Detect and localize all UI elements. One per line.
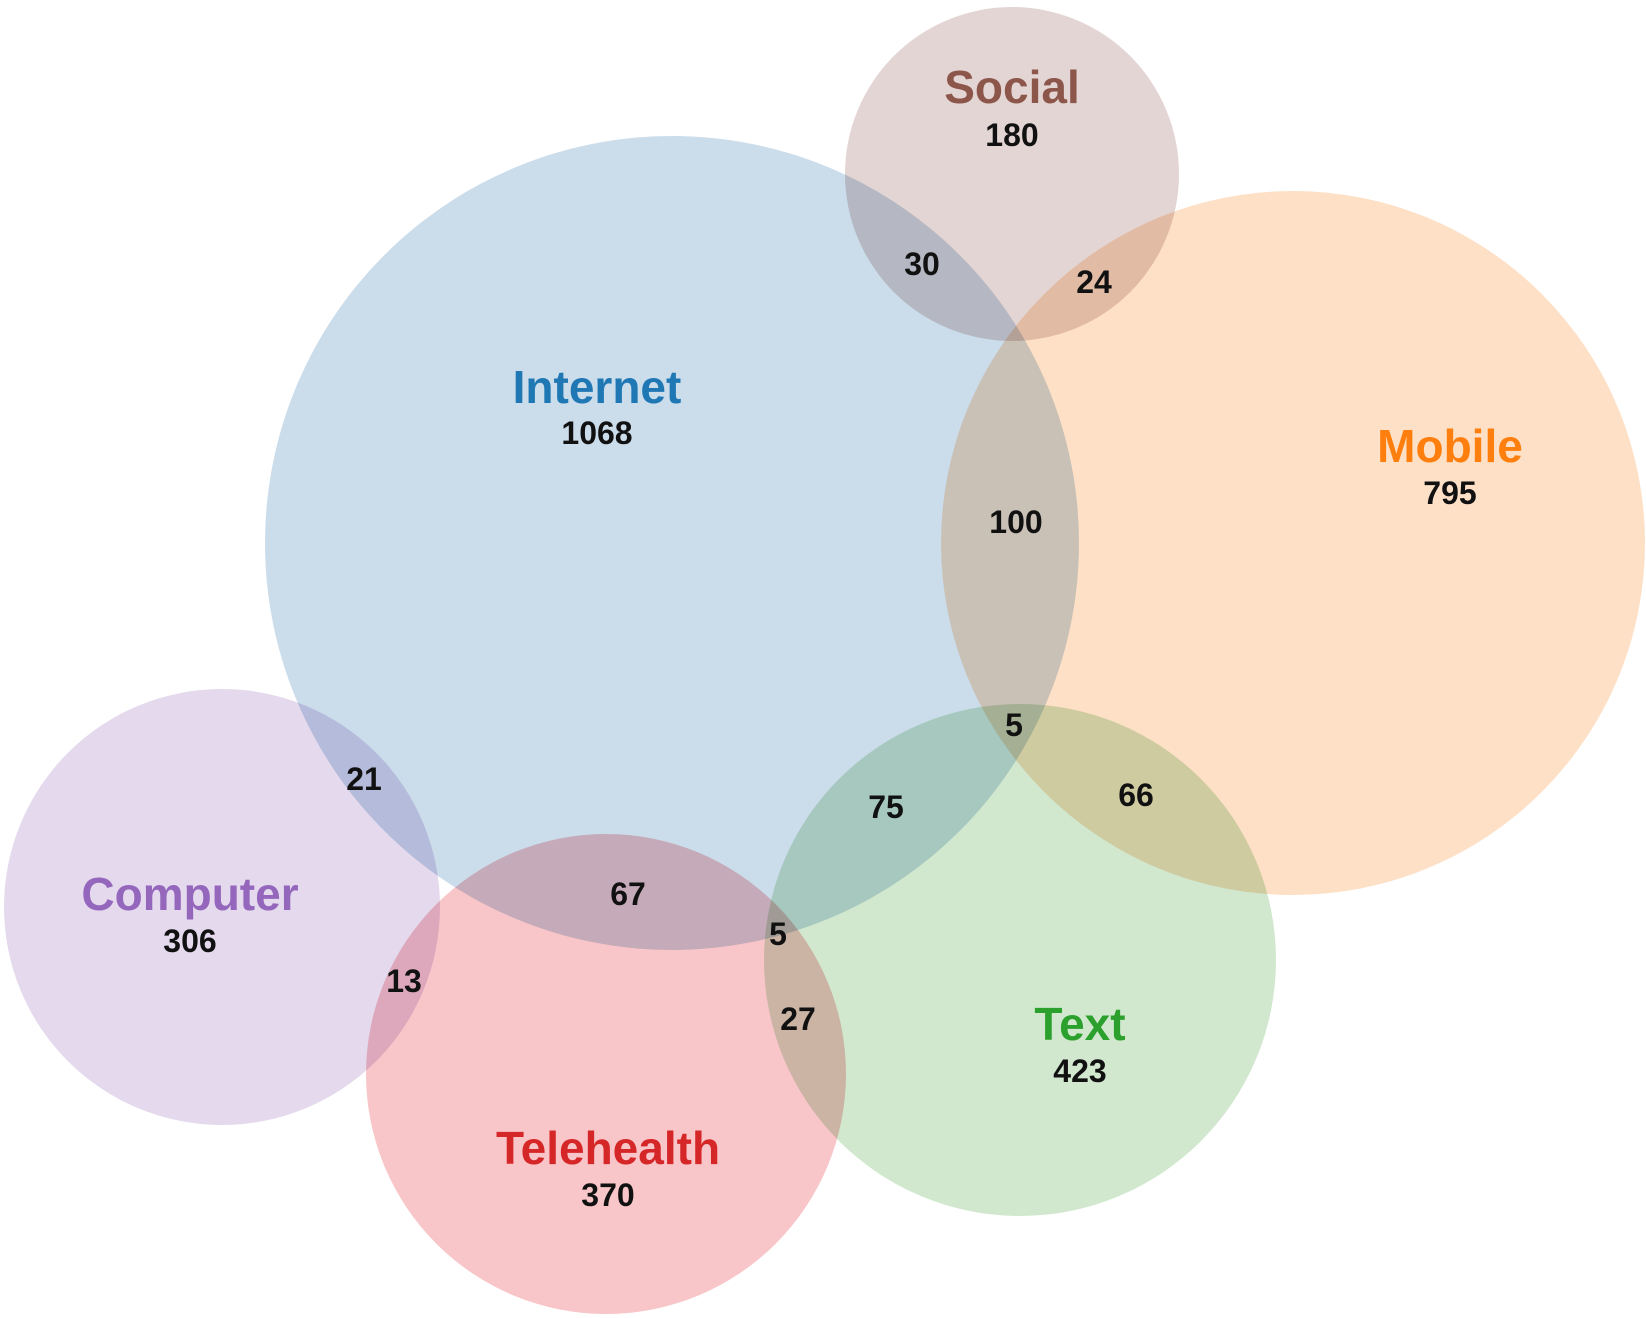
text-set-label: Text	[1034, 998, 1125, 1050]
telehealth-circle	[366, 834, 846, 1314]
mobile-circle	[941, 191, 1645, 895]
social-circle	[845, 7, 1179, 341]
telehealth-set-count: 370	[581, 1177, 634, 1213]
overlap-internet-telehealth-count: 67	[610, 876, 646, 912]
overlap-mobile-text-count: 66	[1118, 777, 1154, 813]
overlap-internet-social-count: 30	[904, 246, 940, 282]
computer-set-label: Computer	[81, 868, 298, 920]
overlap-internet-text-count: 75	[868, 789, 904, 825]
computer-set-count: 306	[163, 923, 216, 959]
social-set-label: Social	[944, 61, 1080, 113]
internet-set-label: Internet	[513, 361, 682, 413]
text-circle	[764, 704, 1276, 1216]
computer-circle	[4, 689, 440, 1125]
mobile-set-count: 795	[1423, 475, 1476, 511]
social-set-count: 180	[985, 117, 1038, 153]
venn-overlap-labels: 30 24 100 5 75 66 21 67 5 13 27	[346, 246, 1154, 1037]
overlap-telehealth-text-count: 27	[780, 1001, 816, 1037]
overlap-social-mobile-count: 24	[1076, 264, 1112, 300]
internet-set-count: 1068	[561, 415, 632, 451]
overlap-internet-computer-count: 21	[346, 761, 382, 797]
venn-circles	[4, 7, 1645, 1314]
mobile-set-label: Mobile	[1377, 420, 1523, 472]
overlap-internet-mobile-text-count: 5	[1005, 707, 1023, 743]
overlap-internet-telehealth-text-count: 5	[769, 916, 787, 952]
internet-circle	[265, 136, 1079, 950]
telehealth-set-label: Telehealth	[496, 1122, 720, 1174]
overlap-internet-mobile-count: 100	[989, 504, 1042, 540]
text-set-count: 423	[1053, 1053, 1106, 1089]
overlap-computer-telehealth-count: 13	[386, 963, 422, 999]
